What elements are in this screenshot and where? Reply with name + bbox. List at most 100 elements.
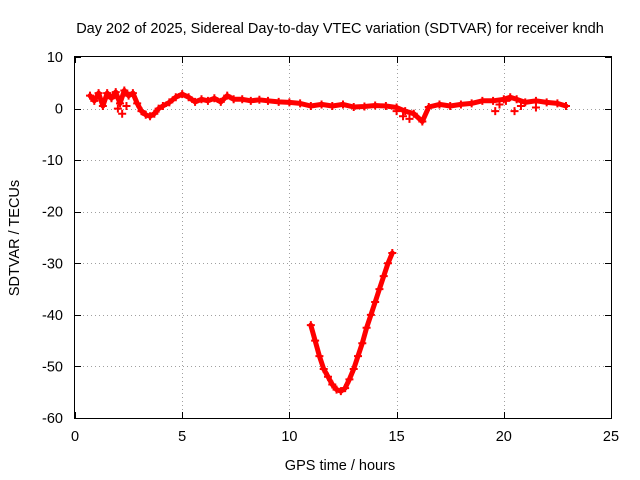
series-1 xyxy=(113,96,540,123)
data-point xyxy=(306,321,315,330)
data-point xyxy=(210,94,219,103)
data-point xyxy=(467,99,476,108)
data-point xyxy=(531,96,540,105)
data-point xyxy=(86,91,95,100)
x-tick-label: 5 xyxy=(178,429,186,445)
y-axis-label: SDTVAR / TECUs xyxy=(7,180,23,296)
data-point xyxy=(435,100,444,109)
data-point xyxy=(274,97,283,106)
data-point xyxy=(178,90,187,99)
data-point xyxy=(409,109,418,118)
data-point xyxy=(150,109,159,118)
x-tick-label: 15 xyxy=(389,429,405,445)
data-point xyxy=(128,89,137,98)
data-point xyxy=(489,96,498,105)
data-point xyxy=(238,95,247,104)
y-tick-label: -60 xyxy=(42,411,63,427)
data-point xyxy=(561,101,570,110)
series-2 xyxy=(306,248,397,396)
plot-frame xyxy=(74,56,612,419)
data-point xyxy=(120,86,129,95)
y-tick-label: -10 xyxy=(42,153,63,169)
data-point xyxy=(122,101,131,110)
data-point xyxy=(263,96,272,105)
data-point xyxy=(341,384,350,393)
data-point xyxy=(332,385,341,394)
data-point xyxy=(146,112,155,121)
data-point xyxy=(491,107,500,116)
data-point xyxy=(171,93,180,102)
data-point xyxy=(315,352,324,361)
data-point xyxy=(216,97,225,106)
data-point xyxy=(345,375,354,384)
y-tick-label: -50 xyxy=(42,359,63,375)
data-point xyxy=(371,297,380,306)
data-point xyxy=(401,107,410,116)
data-point xyxy=(103,89,112,98)
data-point xyxy=(246,96,255,105)
series-0 xyxy=(86,86,570,126)
data-point xyxy=(124,91,133,100)
data-point xyxy=(381,101,390,110)
data-point xyxy=(197,95,206,104)
x-tick-label: 10 xyxy=(281,429,297,445)
data-point xyxy=(154,104,163,113)
data-point xyxy=(375,285,384,294)
data-point xyxy=(349,365,358,374)
data-point xyxy=(319,365,328,374)
y-tick-label: 0 xyxy=(55,102,63,118)
data-point xyxy=(116,99,125,108)
y-tick-label: -20 xyxy=(42,205,63,221)
data-point xyxy=(165,98,174,107)
data-point xyxy=(424,103,433,112)
data-point xyxy=(418,117,427,126)
data-series xyxy=(86,86,570,396)
data-point xyxy=(311,336,320,345)
data-point xyxy=(379,272,388,281)
data-point xyxy=(133,99,142,108)
axis-ticks: 0 5 10 15 20 25 10 0 -10 -20 -30 -40 -50 -60 xyxy=(42,50,619,445)
x-tick-label: 25 xyxy=(603,429,619,445)
data-point xyxy=(510,107,519,116)
data-point xyxy=(358,339,367,348)
y-tick-label: -40 xyxy=(42,308,63,324)
data-point xyxy=(336,387,345,396)
data-point xyxy=(328,380,337,389)
data-point xyxy=(98,101,107,110)
data-point xyxy=(118,109,127,118)
data-point xyxy=(354,352,363,361)
data-point xyxy=(296,99,305,108)
data-point xyxy=(90,96,99,105)
data-point xyxy=(384,259,393,268)
data-point xyxy=(542,98,551,107)
data-point xyxy=(113,104,122,113)
data-point xyxy=(405,114,414,123)
data-point xyxy=(456,100,465,109)
data-point xyxy=(158,101,167,110)
data-point xyxy=(229,95,238,104)
data-point xyxy=(184,93,193,102)
data-point xyxy=(111,88,120,97)
chart-title: Day 202 of 2025, Sidereal Day-to-day VTE… xyxy=(76,21,604,37)
data-point xyxy=(362,323,371,332)
data-point xyxy=(141,110,150,119)
y-tick-label: 10 xyxy=(47,50,63,66)
data-point xyxy=(339,100,347,109)
data-point xyxy=(516,101,525,110)
data-point xyxy=(446,101,455,110)
data-point xyxy=(107,94,116,103)
data-point xyxy=(137,107,146,116)
data-point xyxy=(399,112,408,121)
data-point xyxy=(223,91,232,100)
data-point xyxy=(388,248,397,257)
data-point xyxy=(306,101,315,110)
data-point xyxy=(512,95,521,104)
data-point xyxy=(349,103,358,112)
data-point xyxy=(328,101,337,110)
data-point xyxy=(392,107,401,116)
grid xyxy=(75,57,611,418)
data-point xyxy=(191,97,200,106)
x-tick-label: 20 xyxy=(496,429,512,445)
y-tick-label: -30 xyxy=(42,256,63,272)
